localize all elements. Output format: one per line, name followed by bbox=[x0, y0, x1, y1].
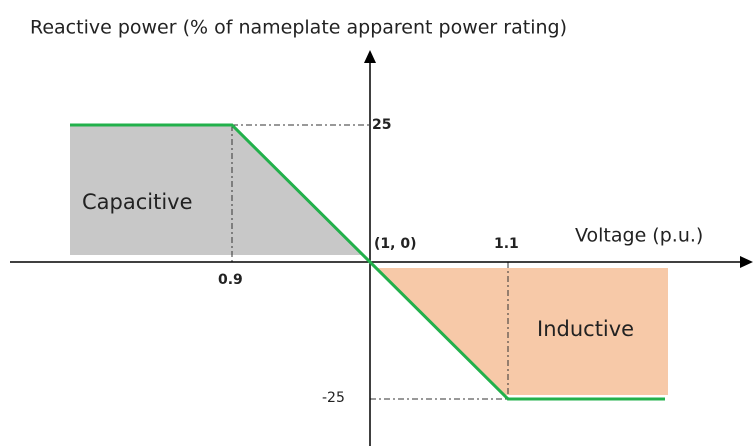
region-label: Inductive bbox=[537, 317, 634, 341]
origin-label: (1, 0) bbox=[374, 236, 416, 252]
x-arrow bbox=[740, 256, 753, 268]
y-arrow bbox=[364, 50, 376, 63]
x-tick-label: 0.9 bbox=[218, 272, 243, 288]
capacitive-region bbox=[70, 125, 363, 255]
title: Reactive power (% of nameplate apparent … bbox=[30, 17, 567, 39]
x-axis-label: Voltage (p.u.) bbox=[575, 225, 703, 247]
volt-var-curve bbox=[70, 123, 665, 401]
y-tick-label: 25 bbox=[372, 117, 391, 133]
region-label: Capacitive bbox=[82, 190, 193, 214]
y-tick-label: -25 bbox=[322, 390, 345, 406]
x-tick-label: 1.1 bbox=[494, 236, 519, 252]
inductive-region bbox=[376, 268, 668, 395]
